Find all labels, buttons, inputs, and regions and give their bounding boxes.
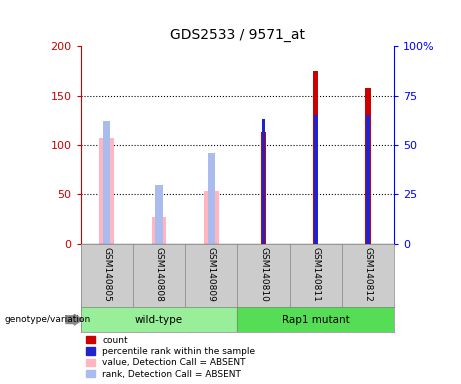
Bar: [100, 138, 114, 244]
Text: wild-type: wild-type: [135, 314, 183, 325]
Text: genotype/variation: genotype/variation: [5, 315, 91, 324]
Text: GSM140810: GSM140810: [259, 247, 268, 302]
Bar: [262, 119, 266, 244]
Bar: [261, 132, 266, 244]
Legend: count, percentile rank within the sample, value, Detection Call = ABSENT, rank, : count, percentile rank within the sample…: [85, 335, 256, 379]
Bar: [237, 307, 394, 332]
Text: GSM140805: GSM140805: [102, 247, 111, 302]
Text: GSM140812: GSM140812: [364, 247, 372, 302]
Text: GSM140808: GSM140808: [154, 247, 164, 302]
Bar: [366, 88, 371, 244]
Bar: [152, 217, 166, 244]
Title: GDS2533 / 9571_at: GDS2533 / 9571_at: [170, 28, 305, 42]
Bar: [314, 115, 318, 244]
Text: GSM140811: GSM140811: [311, 247, 320, 302]
FancyArrow shape: [66, 314, 83, 325]
Bar: [366, 115, 370, 244]
Bar: [81, 307, 237, 332]
Bar: [103, 121, 111, 244]
Bar: [204, 192, 219, 244]
Bar: [207, 153, 215, 244]
Text: GSM140809: GSM140809: [207, 247, 216, 302]
Text: Rap1 mutant: Rap1 mutant: [282, 314, 349, 325]
Bar: [155, 185, 163, 244]
Bar: [313, 71, 319, 244]
